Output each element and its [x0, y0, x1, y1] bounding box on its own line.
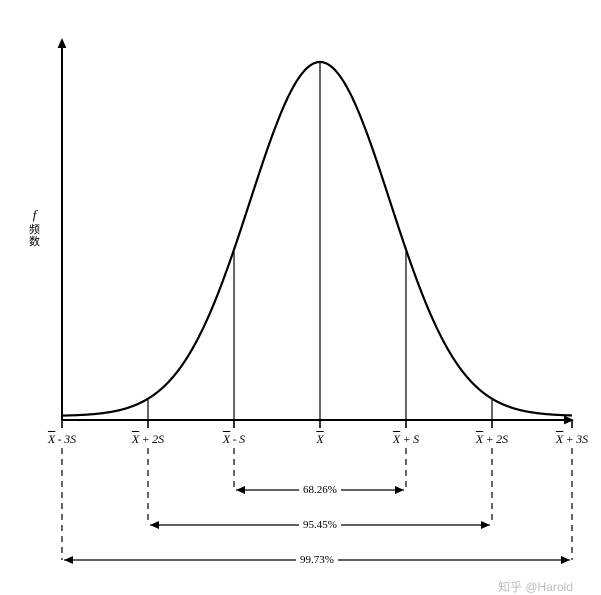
- x-tick-label: X + 2S: [132, 432, 164, 447]
- range-label: 68.26%: [299, 484, 341, 496]
- x-tick-label: X - S: [223, 432, 245, 447]
- x-tick-label: X + S: [393, 432, 419, 447]
- x-tick-label: X + 2S: [476, 432, 508, 447]
- x-tick-label: X - 3S: [48, 432, 76, 447]
- range-arrowhead: [481, 521, 490, 529]
- x-tick-label: X + 3S: [556, 432, 588, 447]
- range-arrowhead: [236, 486, 245, 494]
- range-arrowhead: [64, 556, 73, 564]
- normal-curve: [62, 62, 572, 416]
- x-tick-label: X: [316, 432, 323, 447]
- range-arrowhead: [395, 486, 404, 494]
- chart-svg: [0, 0, 601, 595]
- range-label: 99.73%: [296, 554, 338, 566]
- range-arrowhead: [150, 521, 159, 529]
- chart-container: f频数 X - 3S X + 2S X - S X X + S X + 2S X + 3S 6…: [0, 0, 601, 595]
- range-label: 95.45%: [299, 519, 341, 531]
- y-axis-label: f频数: [29, 208, 40, 248]
- y-axis-arrow: [58, 38, 67, 48]
- range-arrowhead: [561, 556, 570, 564]
- watermark: 知乎 @Harold: [498, 578, 573, 595]
